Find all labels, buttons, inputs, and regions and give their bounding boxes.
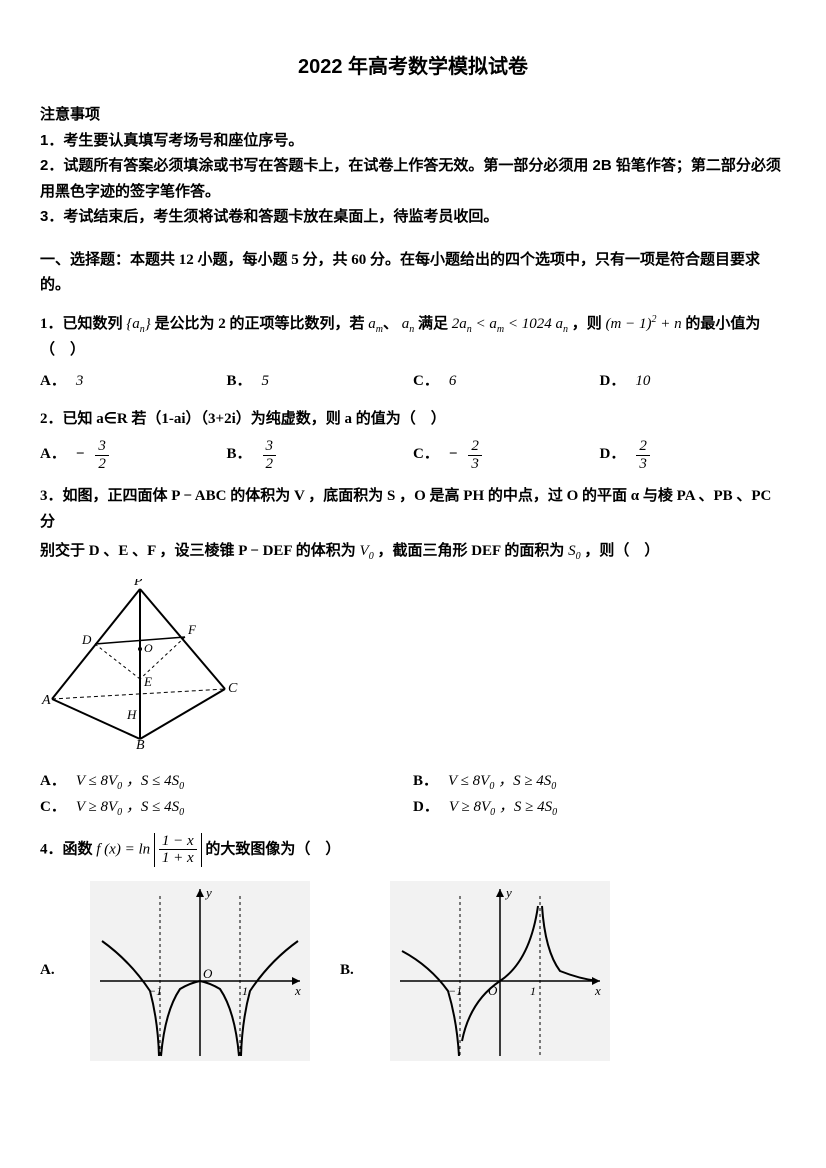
q2-stem: 2．已知 a∈R 若（1-ai）（3+2i）为纯虚数，则 a 的值为（ ）	[40, 407, 786, 433]
q1-opt-a: A．3	[40, 369, 227, 395]
q2-opt-c: C． − 23	[413, 438, 600, 472]
q4-abs: 1 − x1 + x	[154, 833, 202, 867]
label-p: P	[133, 579, 143, 589]
graph-b-o: O	[488, 983, 498, 998]
q2-opt-a-frac: 32	[95, 438, 109, 472]
q1-opt-c: C．6	[413, 369, 600, 395]
q3-stem3: ，截面三角形 DEF 的面积为	[377, 543, 564, 559]
label-o: O	[144, 641, 153, 655]
q3-opt-b-val: V ≤ 8V0 ，S ≥ 4S0	[448, 769, 556, 795]
q4-formula-lhs: f (x) = ln	[96, 841, 150, 857]
q3-opt-a-val: V ≤ 8V0 ，S ≤ 4S0	[76, 769, 184, 795]
graph-a-y: y	[204, 885, 212, 900]
graph-a-x: x	[294, 983, 301, 998]
q3-s0: S0	[568, 543, 581, 559]
q1-pre: 1．已知数列	[40, 316, 123, 332]
q2-opt-a: A． − 32	[40, 438, 227, 472]
q2-opt-c-frac: 23	[468, 438, 482, 472]
q1-ineq: 2an < am < 1024 an	[452, 316, 568, 332]
q1-mid2: 满足	[418, 316, 448, 332]
q3-figure: P A B C D E F O H	[40, 579, 786, 759]
label-d: D	[81, 632, 92, 647]
q3-opt-b: B． V ≤ 8V0 ，S ≥ 4S0	[413, 769, 786, 795]
q1-opt-d: D．10	[600, 369, 787, 395]
q1-mid1: 是公比为 2 的正项等比数列，若	[155, 316, 365, 332]
graph-b-neg1: −1	[448, 984, 462, 998]
q3-stem4: ，则（ ）	[584, 543, 659, 559]
q1-opt-a-val: 3	[76, 369, 84, 395]
q1-opt-c-val: 6	[449, 369, 457, 395]
q3-opt-d: D． V ≥ 8V0 ，S ≥ 4S0	[413, 795, 786, 821]
graph-a-pos1: 1	[242, 984, 248, 998]
q3-opt-c: C． V ≥ 8V0 ，S ≤ 4S0	[40, 795, 413, 821]
q2-opt-d-frac: 23	[636, 438, 650, 472]
q1-opt-b-val: 5	[262, 369, 270, 395]
q1-am: am	[368, 316, 383, 332]
q4-opt-a-label: A.	[40, 958, 60, 984]
notice-item-2: 2．试题所有答案必须填涂或书写在答题卡上，在试卷上作答无效。第一部分必须用 2B…	[40, 153, 786, 204]
q2-opt-d: D． 23	[600, 438, 787, 472]
q1-expr: (m − 1)2 + n	[606, 316, 686, 332]
q3-opt-c-val: V ≥ 8V0 ，S ≤ 4S0	[76, 795, 184, 821]
q3-opt-a: A． V ≤ 8V0 ，S ≤ 4S0	[40, 769, 413, 795]
q3-opt-d-val: V ≥ 8V0 ，S ≥ 4S0	[449, 795, 557, 821]
q4-stem: 4．函数 f (x) = ln 1 − x1 + x 的大致图像为（ ）	[40, 833, 786, 867]
q3-stem-line1: 3．如图，正四面体 P − ABC 的体积为 V ，底面积为 S ，O 是高 P…	[40, 484, 786, 535]
q1-opt-d-val: 10	[635, 369, 650, 395]
q2-options: A． − 32 B． 32 C． − 23 D． 23	[40, 438, 786, 472]
q1-stem: 1．已知数列 {an} 是公比为 2 的正项等比数列，若 am、 an 满足 2…	[40, 311, 786, 364]
q4-num: 1 − x	[159, 833, 197, 851]
label-c: C	[228, 681, 238, 696]
q4-graphs: A. O x y −1 1 B. O x y −1	[40, 881, 786, 1061]
q3-options: A． V ≤ 8V0 ，S ≤ 4S0 B． V ≤ 8V0 ，S ≥ 4S0 …	[40, 769, 786, 821]
label-h: H	[126, 707, 137, 722]
label-b: B	[136, 738, 145, 749]
q4-opt-b-label: B.	[340, 958, 360, 984]
notice-block: 注意事项 1．考生要认真填写考场号和座位序号。 2．试题所有答案必须填涂或书写在…	[40, 102, 786, 230]
q4-pre: 4．函数	[40, 841, 93, 857]
q1-seq: {an}	[126, 316, 151, 332]
q1-opt-b: B．5	[227, 369, 414, 395]
q1-an: an	[402, 316, 415, 332]
q3-stem2: 别交于 D 、E 、F ，设三棱锥 P − DEF 的体积为	[40, 543, 356, 559]
page-title: 2022 年高考数学模拟试卷	[40, 50, 786, 84]
label-a: A	[41, 693, 51, 708]
notice-item-1: 1．考生要认真填写考场号和座位序号。	[40, 128, 786, 154]
graph-b-y: y	[504, 885, 512, 900]
q2-opt-b-frac: 32	[263, 438, 277, 472]
q4-graph-a: O x y −1 1	[90, 881, 310, 1061]
notice-item-3: 3．考试结束后，考生须将试卷和答题卡放在桌面上，待监考员收回。	[40, 204, 786, 230]
graph-a-o: O	[203, 966, 213, 981]
q4-graph-b: O x y −1 1	[390, 881, 610, 1061]
q4-den: 1 + x	[159, 850, 197, 867]
q1-mid3: ，则	[572, 316, 602, 332]
tetrahedron-svg: P A B C D E F O H	[40, 579, 240, 749]
graph-a-neg1: −1	[148, 984, 162, 998]
graph-b-pos1: 1	[530, 984, 536, 998]
graph-b-x: x	[594, 983, 601, 998]
q2-opt-b: B． 32	[227, 438, 414, 472]
q3-v0: V0	[360, 543, 374, 559]
label-f: F	[187, 622, 197, 637]
label-e: E	[143, 674, 152, 689]
q3-stem-line2: 别交于 D 、E 、F ，设三棱锥 P − DEF 的体积为 V0 ，截面三角形…	[40, 539, 786, 565]
q4-post: 的大致图像为（ ）	[205, 841, 340, 857]
q1-options: A．3 B．5 C．6 D．10	[40, 369, 786, 395]
section-1-head: 一、选择题：本题共 12 小题，每小题 5 分，共 60 分。在每小题给出的四个…	[40, 248, 786, 299]
notice-head: 注意事项	[40, 102, 786, 128]
